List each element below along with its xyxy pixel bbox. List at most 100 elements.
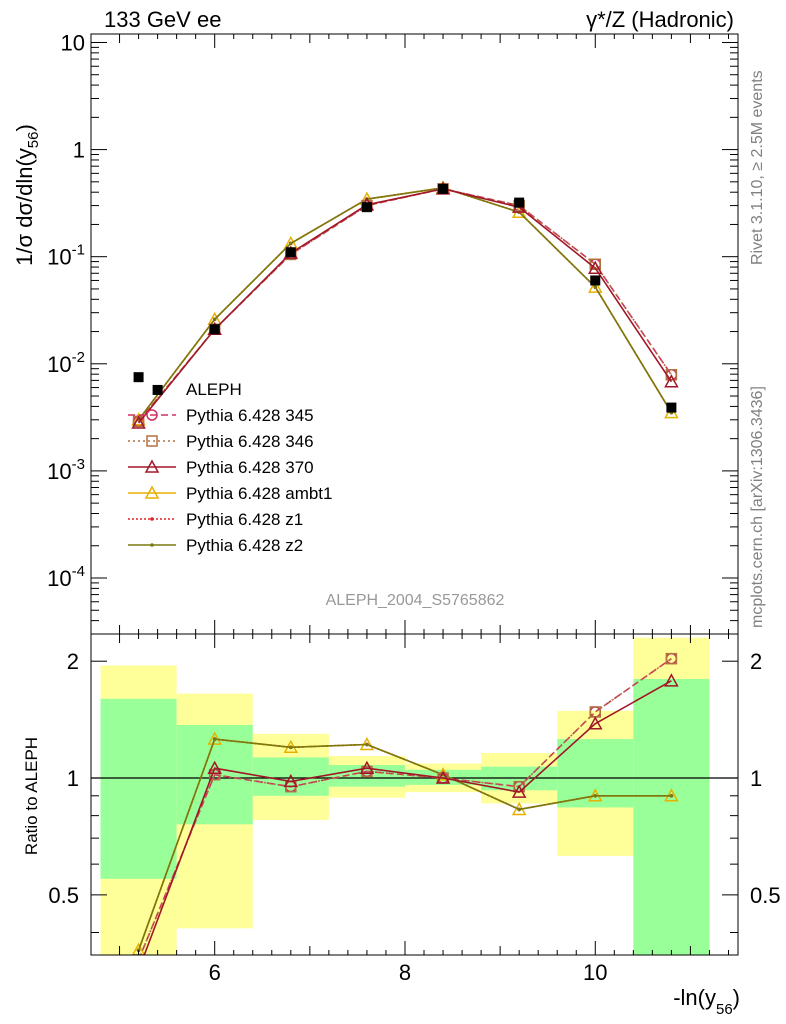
series-s370-ratio-point [283,773,299,788]
legend-label: Pythia 6.428 346 [186,432,314,451]
legend-item: Pythia 6.428 z2 [128,536,303,555]
legend-item: Pythia 6.428 345 [128,406,314,425]
y-tick-label-exp: -3 [72,456,85,473]
mcplots-label: mcplots.cern.ch [arXiv:1306.3436] [749,386,766,628]
y-tick-label-exp: -1 [72,242,85,259]
series-z2-ratio-line [137,738,672,951]
series-z2-point [212,317,217,322]
header-left: 133 GeV ee [104,7,221,32]
y-tick-label-exp: -4 [72,563,85,580]
y-tick-label-base: 1 [73,138,85,163]
ratio-frame [90,633,739,956]
x-tick-label: 8 [399,960,411,985]
series-z2-ratio-point [593,793,598,798]
series-s370-point [131,415,146,429]
data-point [438,183,449,194]
y-tick-label: 10 [61,30,85,55]
series-s370-ratio-point [664,673,679,687]
legend-marker [144,459,160,473]
legend-label: Pythia 6.428 345 [186,406,314,425]
y-tick-label: 10-1 [47,242,85,270]
ratio-y-tick-label-right: 0.5 [750,883,781,908]
legend-label: Pythia 6.428 z1 [186,510,303,529]
series-s370-ratio [133,673,679,975]
series-s370-line [137,187,673,424]
y-tick-label-base: 10 [47,245,71,270]
series-s370-ratio-point [207,760,222,774]
y-tick-label-base: 10 [47,352,71,377]
legend-marker [146,435,158,447]
series-s370-ratio-line [143,680,672,955]
series-s345-ratio-point [135,954,142,955]
ratio-y-tick-label: 1 [67,766,79,791]
series-s370-ratio-point [588,716,603,730]
rivet-label: Rivet 3.1.10, ≥ 2.5M events [749,70,766,265]
ratio-panel: 0.5 0.5 1 1 2 2 Ratio to ALEPH 6 8 10 -ln(y56) [22,633,781,1018]
series-s370-ratio-point [435,770,451,784]
y-tick-label: 1 [73,138,85,163]
series-data [133,183,677,413]
data-point [590,275,601,286]
series-s370-point [588,260,603,274]
data-point [666,402,677,413]
x-tick-label: 6 [209,960,221,985]
legend-label: ALEPH [186,380,242,399]
series-s370-ratio-point [359,760,375,774]
series-s346-ratio-point [665,652,678,665]
data-point [514,197,525,208]
series-z2-line [137,186,673,421]
y-tick-label: 10-4 [47,563,85,591]
series-s346-ratio-line [139,658,672,955]
y-tick-label-exp: -2 [72,349,85,366]
series-s370-point [664,374,679,388]
legend-label: Pythia 6.428 ambt1 [186,484,332,503]
series-s370-ratio-point [133,964,145,975]
data-point [152,384,163,395]
ratio-y-tick-label: 0.5 [48,883,79,908]
legend: ALEPH Pythia 6.428 345 Pythia 6.428 346 Pyt… [128,380,332,555]
y-tick-label-base: 10 [47,459,71,484]
ratio-band-inner [633,678,710,955]
series-z2-point [289,241,293,246]
data-point [285,247,296,258]
legend-item: Pythia 6.428 ambt1 [128,484,332,503]
series-z2-point [593,285,598,289]
series-ambt1-point [588,279,603,293]
y-tick-label: 10-2 [47,349,85,377]
legend-marker [144,485,160,499]
legend-marker [150,517,154,521]
legend-item: Pythia 6.428 346 [128,432,314,451]
y-tick-label: 10-3 [47,456,85,484]
series-s370-ratio-point [511,784,527,798]
main-ylabel: 1/σ dσ/dln(y56) [12,124,42,266]
data-point [133,372,144,383]
series-z2-ratio-point [289,745,293,750]
series-z2-ratio-point [517,807,521,812]
series-z2-ratio-point [669,793,674,798]
series-s346-ratio-point [132,954,145,955]
series-z2-ratio-point [212,737,217,741]
ratio-y-tick-label-right: 1 [750,766,762,791]
ratio-y-tick-label-right: 2 [750,649,762,674]
series-ambt1-ratio-point [131,942,146,955]
legend-item: ALEPH [186,380,242,399]
data-point [361,202,372,213]
legend-item: Pythia 6.428 370 [128,458,314,477]
legend-item: Pythia 6.428 z1 [128,510,303,529]
x-tick-label: 10 [583,960,607,985]
series-z2-ratio [136,737,674,953]
ratio-ylabel: Ratio to ALEPH [22,737,41,855]
header-right: γ*/Z (Hadronic) [586,7,734,32]
y-tick-label-base: 10 [61,30,85,55]
ratio-band-inner [100,698,177,879]
analysis-id: ALEPH_2004_S5765862 [326,592,505,609]
legend-marker [150,543,154,547]
x-axis-label: -ln(y56) [673,985,740,1018]
legend-label: Pythia 6.428 370 [186,458,314,477]
data-point [209,324,220,335]
ratio-y-tick-label: 2 [67,649,79,674]
y-tick-label-base: 10 [47,566,71,591]
series-z2-ratio-point [365,742,369,747]
